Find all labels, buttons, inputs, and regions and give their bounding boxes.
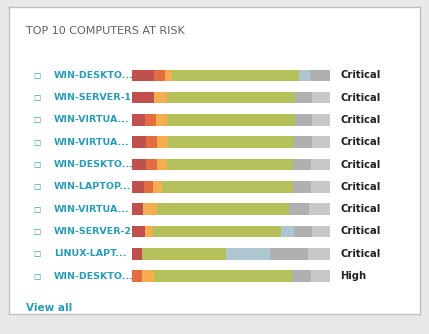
Text: WIN-SERVER-1: WIN-SERVER-1 <box>54 93 132 102</box>
Bar <box>143 203 157 215</box>
Text: Critical: Critical <box>341 115 381 125</box>
Text: LINUX-LAPT...: LINUX-LAPT... <box>54 249 127 258</box>
Text: Critical: Critical <box>341 93 381 103</box>
Text: □: □ <box>33 93 40 102</box>
Text: □: □ <box>33 71 40 80</box>
Bar <box>145 137 157 148</box>
Text: Critical: Critical <box>341 70 381 80</box>
Bar <box>132 181 144 193</box>
Bar <box>144 181 153 193</box>
Bar <box>311 270 330 282</box>
Bar <box>294 137 312 148</box>
Bar <box>167 92 295 104</box>
Text: WIN-LAPTOP...: WIN-LAPTOP... <box>54 182 131 191</box>
Text: Critical: Critical <box>341 204 381 214</box>
Bar <box>145 114 156 126</box>
Bar <box>132 114 145 126</box>
Text: □: □ <box>33 227 40 236</box>
Bar <box>289 203 309 215</box>
Bar <box>154 270 292 282</box>
Text: WIN-SERVER-2: WIN-SERVER-2 <box>54 227 132 236</box>
Bar <box>312 114 330 126</box>
Bar <box>293 159 311 170</box>
Bar <box>295 114 312 126</box>
Text: □: □ <box>33 138 40 147</box>
Bar <box>162 181 293 193</box>
Bar <box>157 137 168 148</box>
Bar <box>166 159 293 170</box>
Text: □: □ <box>33 182 40 191</box>
Text: WIN-VIRTUA...: WIN-VIRTUA... <box>54 116 130 125</box>
Text: WIN-DESKTO...: WIN-DESKTO... <box>54 71 134 80</box>
Bar <box>153 226 281 237</box>
Bar <box>157 203 289 215</box>
Bar <box>168 137 294 148</box>
Bar <box>132 270 142 282</box>
Bar <box>281 226 294 237</box>
Text: Critical: Critical <box>341 137 381 147</box>
Bar <box>132 159 146 170</box>
Text: Critical: Critical <box>341 182 381 192</box>
Text: TOP 10 COMPUTERS AT RISK: TOP 10 COMPUTERS AT RISK <box>26 26 184 36</box>
Text: Critical: Critical <box>341 226 381 236</box>
Bar <box>156 114 167 126</box>
Bar <box>142 270 154 282</box>
Bar <box>154 92 167 104</box>
Text: WIN-DESKTO...: WIN-DESKTO... <box>54 160 134 169</box>
Bar <box>146 159 157 170</box>
Text: High: High <box>341 271 367 281</box>
Text: □: □ <box>33 249 40 258</box>
Bar <box>312 226 330 237</box>
Text: □: □ <box>33 116 40 125</box>
Bar <box>165 69 172 81</box>
Bar <box>142 248 226 260</box>
Bar <box>154 69 165 81</box>
Text: View all: View all <box>26 303 72 313</box>
Bar <box>292 270 311 282</box>
Text: □: □ <box>33 272 40 281</box>
Bar <box>226 248 269 260</box>
Bar <box>132 203 143 215</box>
Bar <box>311 159 330 170</box>
Bar <box>167 114 295 126</box>
Bar <box>269 248 308 260</box>
Bar <box>308 248 330 260</box>
Bar <box>295 92 312 104</box>
Text: Critical: Critical <box>341 160 381 170</box>
Bar <box>299 69 310 81</box>
Bar <box>132 92 154 104</box>
Text: WIN-VIRTUA...: WIN-VIRTUA... <box>54 138 130 147</box>
Text: WIN-VIRTUA...: WIN-VIRTUA... <box>54 205 130 214</box>
Text: □: □ <box>33 205 40 214</box>
Bar <box>312 92 330 104</box>
Text: Critical: Critical <box>341 249 381 259</box>
Bar <box>310 69 330 81</box>
Bar <box>132 248 142 260</box>
Bar <box>153 181 162 193</box>
Bar <box>145 226 153 237</box>
Text: WIN-DESKTO...: WIN-DESKTO... <box>54 272 134 281</box>
Bar <box>293 181 311 193</box>
Bar <box>309 203 330 215</box>
Bar <box>311 181 330 193</box>
Bar <box>157 159 166 170</box>
Text: □: □ <box>33 160 40 169</box>
Bar <box>172 69 299 81</box>
Bar <box>132 137 145 148</box>
Bar <box>132 226 145 237</box>
Bar <box>312 137 330 148</box>
Bar <box>294 226 312 237</box>
Bar <box>132 69 154 81</box>
